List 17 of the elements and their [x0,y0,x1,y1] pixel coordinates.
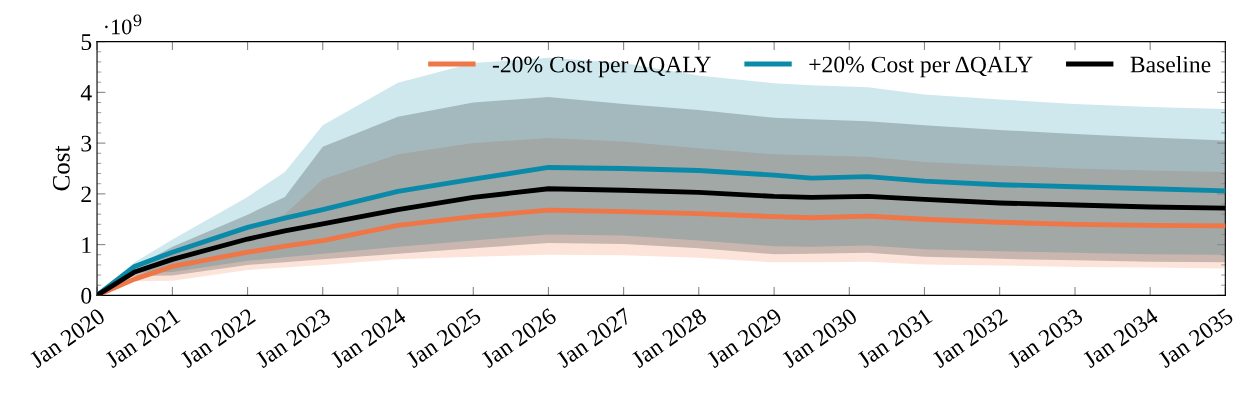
y-tick-label: 0 [81,287,92,304]
y-tick-label: 5 [81,34,92,51]
y-tick-label: 2 [81,186,91,203]
text: ·10$^{9}$ [105,14,142,35]
legend-label: +20% Cost per ΔQALY [809,56,1033,78]
x-tick-label: Jan 2020 [28,307,106,369]
x-tick-label: Jan 2021 [103,307,181,369]
x-tick-label: Jan 2028 [630,307,708,369]
y-axis-title: Cost [52,145,70,191]
y-tick-label: 1 [82,237,91,253]
y-tick-label: 3 [81,135,92,152]
x-tick-label: Jan 2029 [705,307,783,369]
y-tick-label: 4 [80,85,92,101]
x-tick-label: Jan 2027 [555,307,633,369]
x-tick-label: Jan 2034 [1081,307,1160,369]
legend-label: Baseline [1130,55,1211,73]
legend-label: -20% Cost per ΔQALY [492,56,711,78]
